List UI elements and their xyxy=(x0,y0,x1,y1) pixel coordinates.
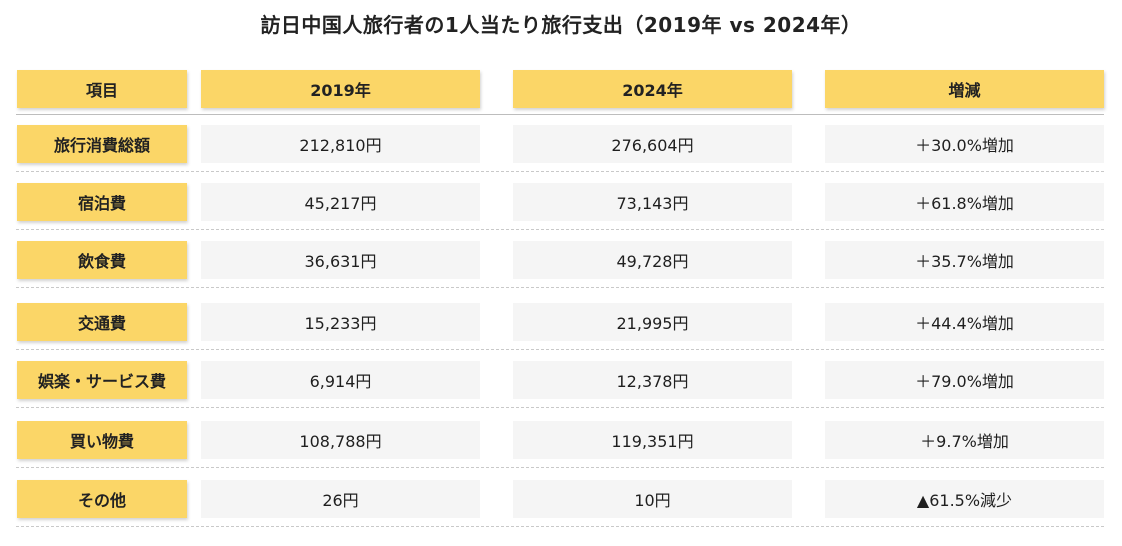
row-label: 飲食費 xyxy=(17,241,187,279)
header-2019: 2019年 xyxy=(201,70,480,108)
row-divider xyxy=(16,407,1104,408)
row-divider xyxy=(16,467,1104,468)
value-change: ＋79.0%増加 xyxy=(825,361,1104,399)
header-change: 増減 xyxy=(825,70,1104,108)
value-2019: 6,914円 xyxy=(201,361,480,399)
value-2024: 21,995円 xyxy=(513,303,792,341)
value-2024: 73,143円 xyxy=(513,183,792,221)
row-divider xyxy=(16,287,1104,288)
value-change: ▲61.5%減少 xyxy=(825,480,1104,518)
value-2019: 36,631円 xyxy=(201,241,480,279)
row-divider xyxy=(16,171,1104,172)
value-2024: 49,728円 xyxy=(513,241,792,279)
row-divider xyxy=(16,526,1104,527)
row-label: 買い物費 xyxy=(17,421,187,459)
row-label: 娯楽・サービス費 xyxy=(17,361,187,399)
value-change: ＋35.7%増加 xyxy=(825,241,1104,279)
value-2024: 10円 xyxy=(513,480,792,518)
value-2024: 119,351円 xyxy=(513,421,792,459)
value-2024: 276,604円 xyxy=(513,125,792,163)
header-item: 項目 xyxy=(17,70,187,108)
row-divider xyxy=(16,349,1104,350)
value-2019: 212,810円 xyxy=(201,125,480,163)
row-label: 宿泊費 xyxy=(17,183,187,221)
value-2019: 45,217円 xyxy=(201,183,480,221)
row-divider xyxy=(16,229,1104,230)
row-label: その他 xyxy=(17,480,187,518)
header-2024: 2024年 xyxy=(513,70,792,108)
header-divider xyxy=(16,114,1104,115)
value-2024: 12,378円 xyxy=(513,361,792,399)
row-label: 交通費 xyxy=(17,303,187,341)
value-change: ＋61.8%増加 xyxy=(825,183,1104,221)
value-2019: 26円 xyxy=(201,480,480,518)
value-change: ＋44.4%増加 xyxy=(825,303,1104,341)
row-label: 旅行消費総額 xyxy=(17,125,187,163)
value-2019: 108,788円 xyxy=(201,421,480,459)
value-change: ＋9.7%増加 xyxy=(825,421,1104,459)
value-2019: 15,233円 xyxy=(201,303,480,341)
value-change: ＋30.0%増加 xyxy=(825,125,1104,163)
chart-title: 訪日中国人旅行者の1人当たり旅行支出（2019年 vs 2024年） xyxy=(260,13,862,37)
